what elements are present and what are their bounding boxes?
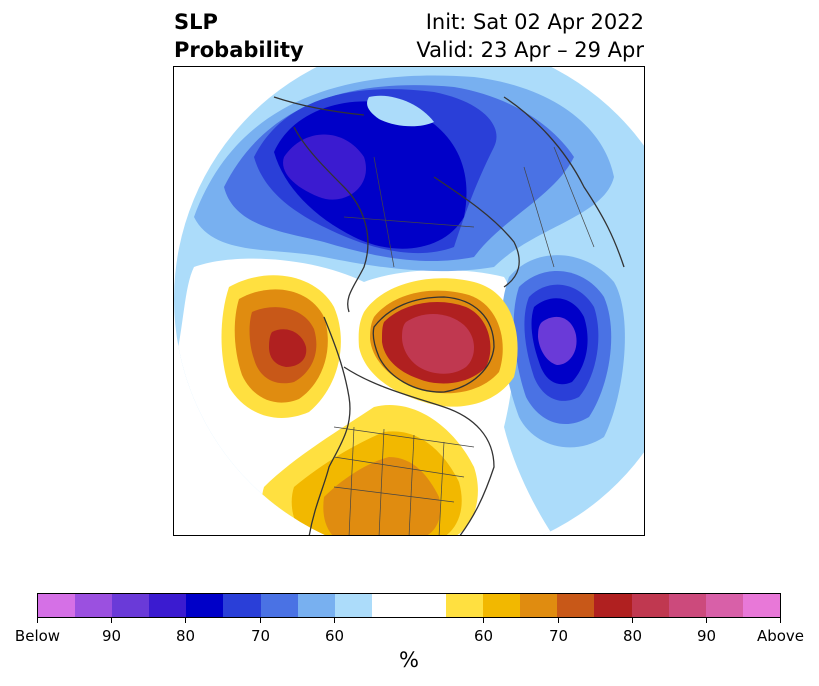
- colorbar-tick: [111, 618, 112, 623]
- colorbar-segment: [520, 594, 558, 617]
- state-borders: [333, 146, 595, 535]
- colorbar-tick-label: 90: [101, 627, 122, 645]
- colorbar-segment: [75, 594, 113, 617]
- title-field: Probability: [174, 38, 304, 62]
- colorbar-tick: [780, 618, 781, 623]
- colorbar-segment: [408, 594, 447, 617]
- colorbar-tick: [706, 618, 707, 623]
- colorbar-tick-label: Below: [14, 627, 61, 645]
- greenland-high-85: [402, 314, 475, 374]
- colorbar-tick-label: 60: [473, 627, 494, 645]
- colorbar-segment: [705, 594, 743, 617]
- atlantic-low-90: [538, 316, 577, 365]
- colorbar-segment: [38, 594, 76, 617]
- valid-range: Valid: 23 Apr – 29 Apr: [416, 38, 644, 62]
- title-variable: SLP: [174, 10, 218, 34]
- forecast-dates: Init: Sat 02 Apr 2022 Valid: 23 Apr – 29…: [416, 8, 644, 64]
- alaska-high-80: [269, 329, 307, 367]
- shaded-field: [174, 67, 644, 535]
- colorbar-segment: [668, 594, 706, 617]
- colorbar-segment: [223, 594, 261, 617]
- colorbar: [37, 593, 781, 618]
- probability-map: [174, 67, 644, 535]
- blue-white-gap: [367, 95, 434, 127]
- colorbar-tick-label: 90: [696, 627, 717, 645]
- colorbar-tick: [37, 618, 38, 623]
- us-high-70: [323, 457, 441, 535]
- colorbar-tick-label: Above: [756, 627, 805, 645]
- colorbar-segment: [260, 594, 298, 617]
- colorbar-segment: [557, 594, 595, 617]
- colorbar-segment: [112, 594, 150, 617]
- colorbar-segment: [297, 594, 335, 617]
- colorbar-segment: [334, 594, 372, 617]
- colorbar-tick: [483, 618, 484, 623]
- colorbar-segment: [483, 594, 521, 617]
- colorbar-unit: %: [399, 648, 419, 672]
- colorbar-tick: [632, 618, 633, 623]
- colorbar-tick: [185, 618, 186, 623]
- colorbar-tick-label: 70: [250, 627, 271, 645]
- colorbar-segment: [371, 594, 409, 617]
- colorbar-tick-label: 60: [324, 627, 345, 645]
- coastlines: [273, 96, 625, 535]
- colorbar-tick-label: 80: [175, 627, 196, 645]
- colorbar-segment: [594, 594, 632, 617]
- colorbar-segment: [186, 594, 224, 617]
- init-date: Init: Sat 02 Apr 2022: [425, 10, 644, 34]
- map-panel: [173, 66, 645, 536]
- colorbar-tick: [260, 618, 261, 623]
- colorbar-segment: [149, 594, 187, 617]
- colorbar-segment: [631, 594, 669, 617]
- map-title: SLP Probability: [174, 8, 304, 64]
- colorbar-segment: [446, 594, 484, 617]
- colorbar-segment: [742, 594, 780, 617]
- colorbar-tick: [558, 618, 559, 623]
- colorbar-tick-label: 80: [622, 627, 643, 645]
- colorbar-tick: [334, 618, 335, 623]
- colorbar-tick-label: 70: [548, 627, 569, 645]
